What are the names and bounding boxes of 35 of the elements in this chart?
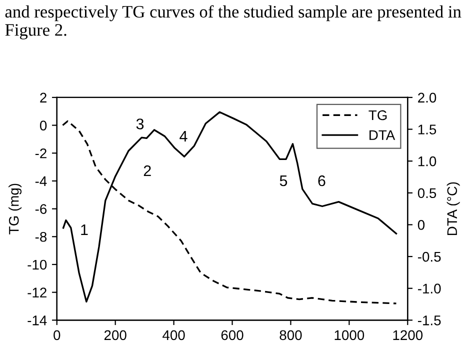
y-tick-label: -2 bbox=[35, 148, 46, 158]
y-tick-label: 2 bbox=[40, 92, 46, 102]
y2-tick-label: -1.0 bbox=[418, 284, 441, 294]
x-tick-label: 400 bbox=[162, 330, 185, 340]
y-tick-label: -4 bbox=[35, 176, 47, 186]
y2-tick-label: 0.5 bbox=[418, 188, 436, 198]
x-tick-label: 600 bbox=[221, 330, 244, 340]
legend-label: TG bbox=[368, 110, 387, 120]
x-tick-label: 1000 bbox=[334, 330, 364, 340]
y2-tick-label: 2.0 bbox=[418, 92, 436, 103]
y-tick-label: -10 bbox=[28, 260, 47, 270]
x-tick-label: 800 bbox=[280, 330, 302, 340]
y2-tick-label: -1.5 bbox=[418, 316, 441, 326]
annotation: 3 bbox=[136, 118, 144, 130]
legend-label: DTA bbox=[370, 130, 396, 140]
text: and respectively TG curves of the studied sample are presented in Figure 2. bbox=[5, 5, 462, 40]
x-tick-label: 0 bbox=[54, 330, 60, 340]
annotation: 4 bbox=[180, 130, 188, 142]
y-tick-label: -8 bbox=[35, 232, 47, 242]
annotation: 5 bbox=[280, 176, 288, 186]
y2-tick-label: 1.0 bbox=[418, 156, 436, 166]
annotation: 2 bbox=[144, 165, 151, 176]
x-tick-label: 200 bbox=[104, 330, 126, 340]
y-tick-label: -14 bbox=[28, 316, 47, 326]
y-tick-label: 0 bbox=[40, 120, 47, 130]
annotation: 1 bbox=[81, 224, 88, 236]
y2-tick-label: -0.5 bbox=[418, 252, 441, 262]
y2-tick-label: 0 bbox=[418, 220, 425, 230]
y-tick-label: -12 bbox=[28, 288, 46, 298]
x-tick-label: 1200 bbox=[393, 330, 423, 340]
y2-axis-title: DTA (°C) bbox=[446, 182, 460, 235]
y-tick-label: -6 bbox=[35, 204, 47, 214]
y2-tick-label: 1.5 bbox=[418, 124, 436, 134]
annotation: 6 bbox=[318, 175, 326, 186]
y-axis-title: TG (mg) bbox=[8, 184, 22, 234]
